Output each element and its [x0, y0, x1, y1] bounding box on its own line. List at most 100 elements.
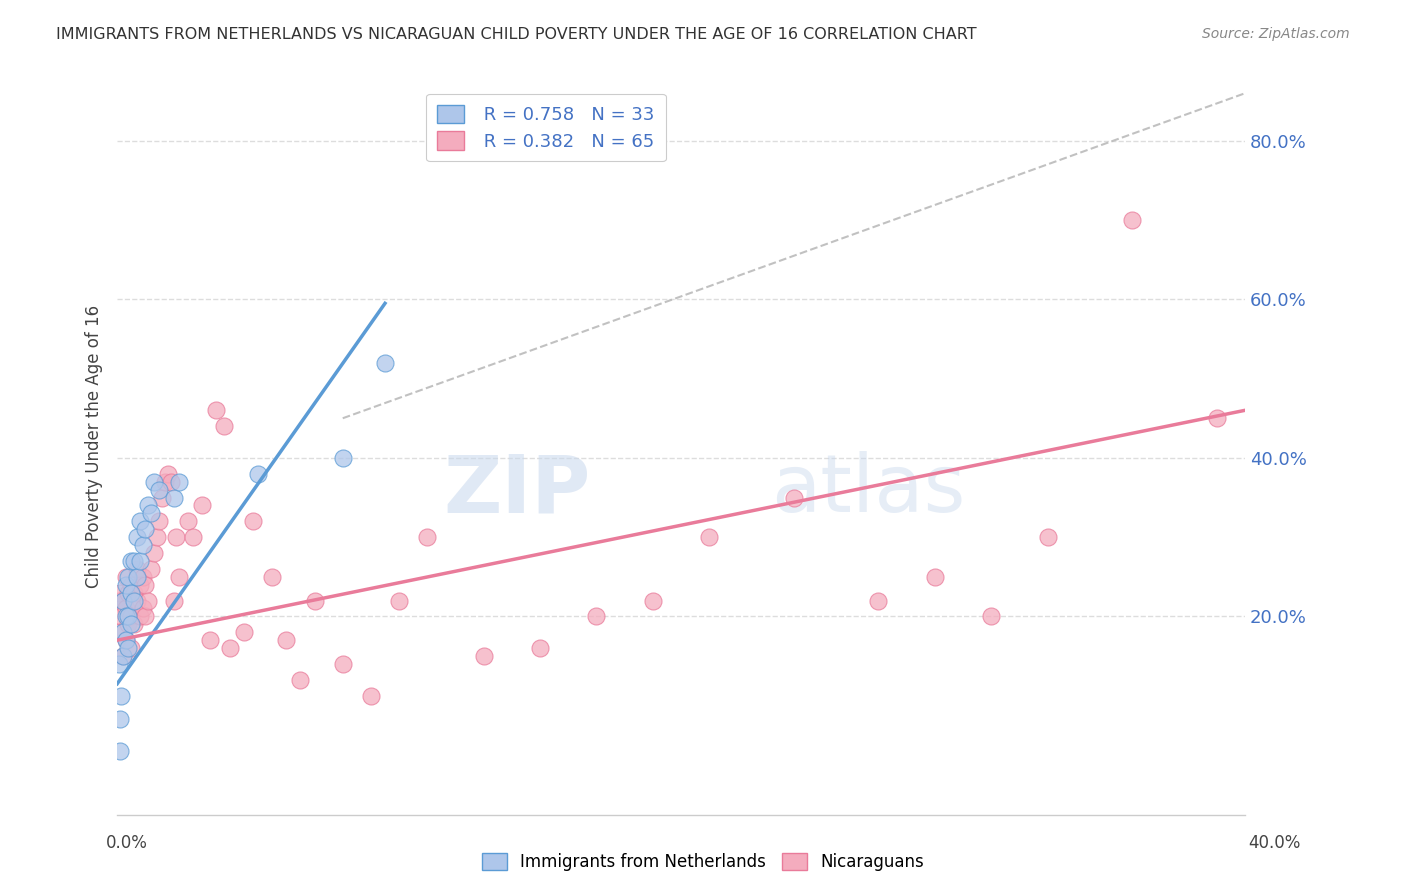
Point — [128, 577, 150, 591]
Point — [114, 633, 136, 648]
Point — [128, 554, 150, 568]
Point — [117, 617, 139, 632]
Point — [162, 593, 184, 607]
Point — [111, 593, 134, 607]
Point — [134, 577, 156, 591]
Point — [120, 577, 142, 591]
Point — [128, 609, 150, 624]
Point — [167, 570, 190, 584]
Point — [332, 450, 354, 465]
Point — [641, 593, 664, 607]
Text: IMMIGRANTS FROM NETHERLANDS VS NICARAGUAN CHILD POVERTY UNDER THE AGE OF 16 CORR: IMMIGRANTS FROM NETHERLANDS VS NICARAGUA… — [56, 27, 977, 42]
Point — [117, 609, 139, 624]
Point — [374, 356, 396, 370]
Point — [110, 609, 132, 624]
Point — [134, 609, 156, 624]
Point — [117, 641, 139, 656]
Point — [472, 648, 495, 663]
Point — [233, 625, 256, 640]
Point — [145, 530, 167, 544]
Point — [125, 530, 148, 544]
Point — [108, 625, 131, 640]
Point — [980, 609, 1002, 624]
Point — [122, 554, 145, 568]
Point — [108, 713, 131, 727]
Point — [125, 593, 148, 607]
Point — [868, 593, 890, 607]
Point — [111, 593, 134, 607]
Point — [416, 530, 439, 544]
Point — [134, 522, 156, 536]
Point — [142, 475, 165, 489]
Point — [114, 577, 136, 591]
Point — [176, 514, 198, 528]
Point — [136, 499, 159, 513]
Y-axis label: Child Poverty Under the Age of 16: Child Poverty Under the Age of 16 — [86, 304, 103, 588]
Point — [120, 585, 142, 599]
Point — [114, 633, 136, 648]
Text: 0.0%: 0.0% — [105, 834, 148, 852]
Point — [114, 609, 136, 624]
Point — [111, 625, 134, 640]
Point — [219, 641, 242, 656]
Point — [697, 530, 720, 544]
Point — [120, 554, 142, 568]
Point — [529, 641, 551, 656]
Point — [117, 570, 139, 584]
Point — [148, 483, 170, 497]
Point — [1121, 213, 1143, 227]
Point — [136, 593, 159, 607]
Point — [181, 530, 204, 544]
Point — [107, 593, 129, 607]
Point — [120, 617, 142, 632]
Point — [262, 570, 284, 584]
Point — [165, 530, 187, 544]
Point — [139, 507, 162, 521]
Point — [122, 585, 145, 599]
Point — [332, 657, 354, 671]
Point — [110, 689, 132, 703]
Point — [388, 593, 411, 607]
Text: ZIP: ZIP — [443, 451, 591, 529]
Point — [159, 475, 181, 489]
Point — [924, 570, 946, 584]
Point — [120, 641, 142, 656]
Point — [114, 570, 136, 584]
Point — [108, 744, 131, 758]
Point — [167, 475, 190, 489]
Point — [122, 617, 145, 632]
Point — [162, 491, 184, 505]
Legend: Immigrants from Netherlands, Nicaraguans: Immigrants from Netherlands, Nicaraguans — [474, 845, 932, 880]
Point — [131, 538, 153, 552]
Point — [242, 514, 264, 528]
Point — [247, 467, 270, 481]
Point — [150, 491, 173, 505]
Point — [304, 593, 326, 607]
Point — [156, 467, 179, 481]
Point — [107, 657, 129, 671]
Point — [131, 601, 153, 615]
Point — [131, 570, 153, 584]
Point — [276, 633, 298, 648]
Point — [108, 585, 131, 599]
Point — [148, 514, 170, 528]
Point — [360, 689, 382, 703]
Point — [114, 601, 136, 615]
Point — [191, 499, 214, 513]
Point — [122, 593, 145, 607]
Point — [128, 514, 150, 528]
Point — [205, 403, 228, 417]
Point — [125, 562, 148, 576]
Point — [139, 562, 162, 576]
Point — [290, 673, 312, 687]
Point — [125, 570, 148, 584]
Point — [111, 648, 134, 663]
Point — [142, 546, 165, 560]
Point — [117, 585, 139, 599]
Point — [1036, 530, 1059, 544]
Point — [783, 491, 806, 505]
Point — [214, 419, 236, 434]
Point — [1205, 411, 1227, 425]
Text: atlas: atlas — [772, 451, 966, 529]
Point — [111, 648, 134, 663]
